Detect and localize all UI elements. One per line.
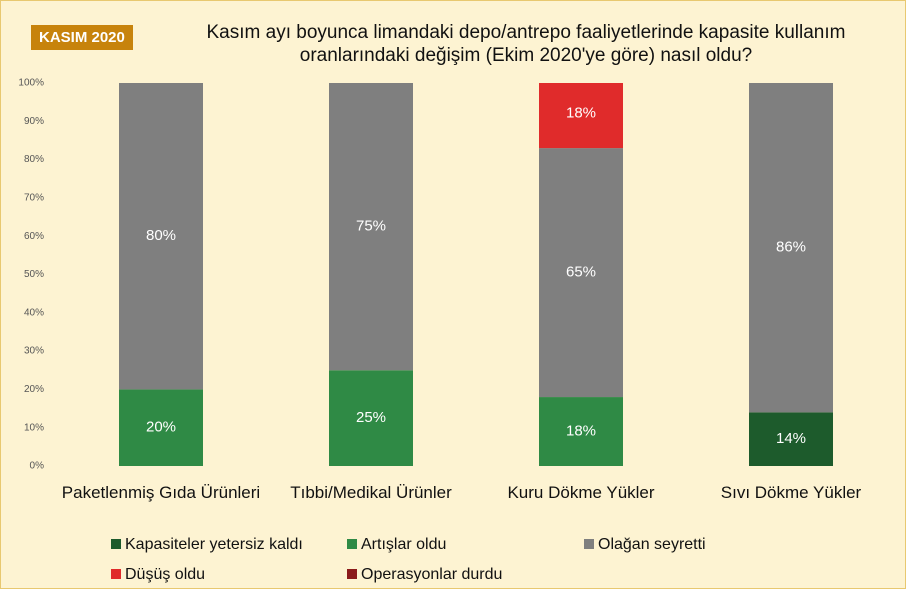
y-tick-label: 40% bbox=[24, 307, 44, 318]
y-tick-label: 20% bbox=[24, 384, 44, 395]
bar-segment bbox=[749, 83, 833, 413]
chart-title: Kasım ayı boyunca limandaki depo/antrepo… bbox=[206, 22, 846, 66]
badge: KASIM 2020 bbox=[31, 25, 133, 50]
bar-segment bbox=[539, 397, 623, 466]
x-tick-label: Kuru Dökme Yükler bbox=[507, 483, 655, 502]
y-tick-label: 90% bbox=[24, 116, 44, 127]
x-tick-label: Sıvı Dökme Yükler bbox=[720, 483, 862, 502]
data-label: 20% bbox=[146, 419, 176, 436]
y-tick-label: 70% bbox=[24, 193, 44, 204]
bar-segment bbox=[329, 83, 413, 371]
y-tick-label: 80% bbox=[24, 154, 44, 165]
y-tick-label: 50% bbox=[24, 269, 44, 280]
bar-segment bbox=[329, 370, 413, 466]
legend-item: Kapasiteler yetersiz kaldı bbox=[111, 536, 303, 554]
legend-swatch bbox=[347, 569, 357, 579]
bars bbox=[119, 83, 833, 466]
bar-segment bbox=[119, 83, 203, 390]
data-label: 14% bbox=[776, 430, 806, 447]
x-tick-label: Tıbbi/Medikal Ürünler bbox=[290, 483, 452, 502]
legend-label: Operasyonlar durdu bbox=[361, 566, 503, 583]
legend-label: Düşüş oldu bbox=[125, 566, 206, 583]
data-label: 25% bbox=[356, 409, 386, 426]
legend-label: Olağan seyretti bbox=[598, 536, 706, 553]
legend-swatch bbox=[584, 539, 594, 549]
legend-swatch bbox=[111, 539, 121, 549]
data-label: 75% bbox=[356, 218, 386, 235]
y-tick-label: 60% bbox=[24, 231, 44, 242]
x-tick-label: Paketlenmiş Gıda Ürünleri bbox=[61, 483, 261, 502]
data-label: 86% bbox=[776, 239, 806, 256]
legend-item: Operasyonlar durdu bbox=[347, 566, 502, 584]
bar-segment bbox=[539, 148, 623, 398]
data-label: 18% bbox=[566, 105, 596, 122]
legend-label: Kapasiteler yetersiz kaldı bbox=[125, 536, 303, 553]
y-tick-label: 0% bbox=[30, 461, 45, 472]
y-tick-label: 10% bbox=[24, 422, 44, 433]
legend-label: Artışlar oldu bbox=[361, 536, 447, 553]
legend-item: Artışlar oldu bbox=[347, 536, 446, 554]
legend-item: Olağan seyretti bbox=[584, 536, 706, 554]
y-tick-label: 30% bbox=[24, 346, 44, 357]
data-label: 65% bbox=[566, 264, 596, 281]
bar-segment bbox=[119, 389, 203, 466]
data-label: 80% bbox=[146, 227, 176, 244]
bar-segment bbox=[539, 83, 623, 149]
bar-segment bbox=[749, 412, 833, 466]
data-label: 18% bbox=[566, 422, 596, 439]
legend-item: Düşüş oldu bbox=[111, 566, 205, 584]
legend-swatch bbox=[111, 569, 121, 579]
y-tick-label: 100% bbox=[18, 78, 44, 89]
legend-swatch bbox=[347, 539, 357, 549]
